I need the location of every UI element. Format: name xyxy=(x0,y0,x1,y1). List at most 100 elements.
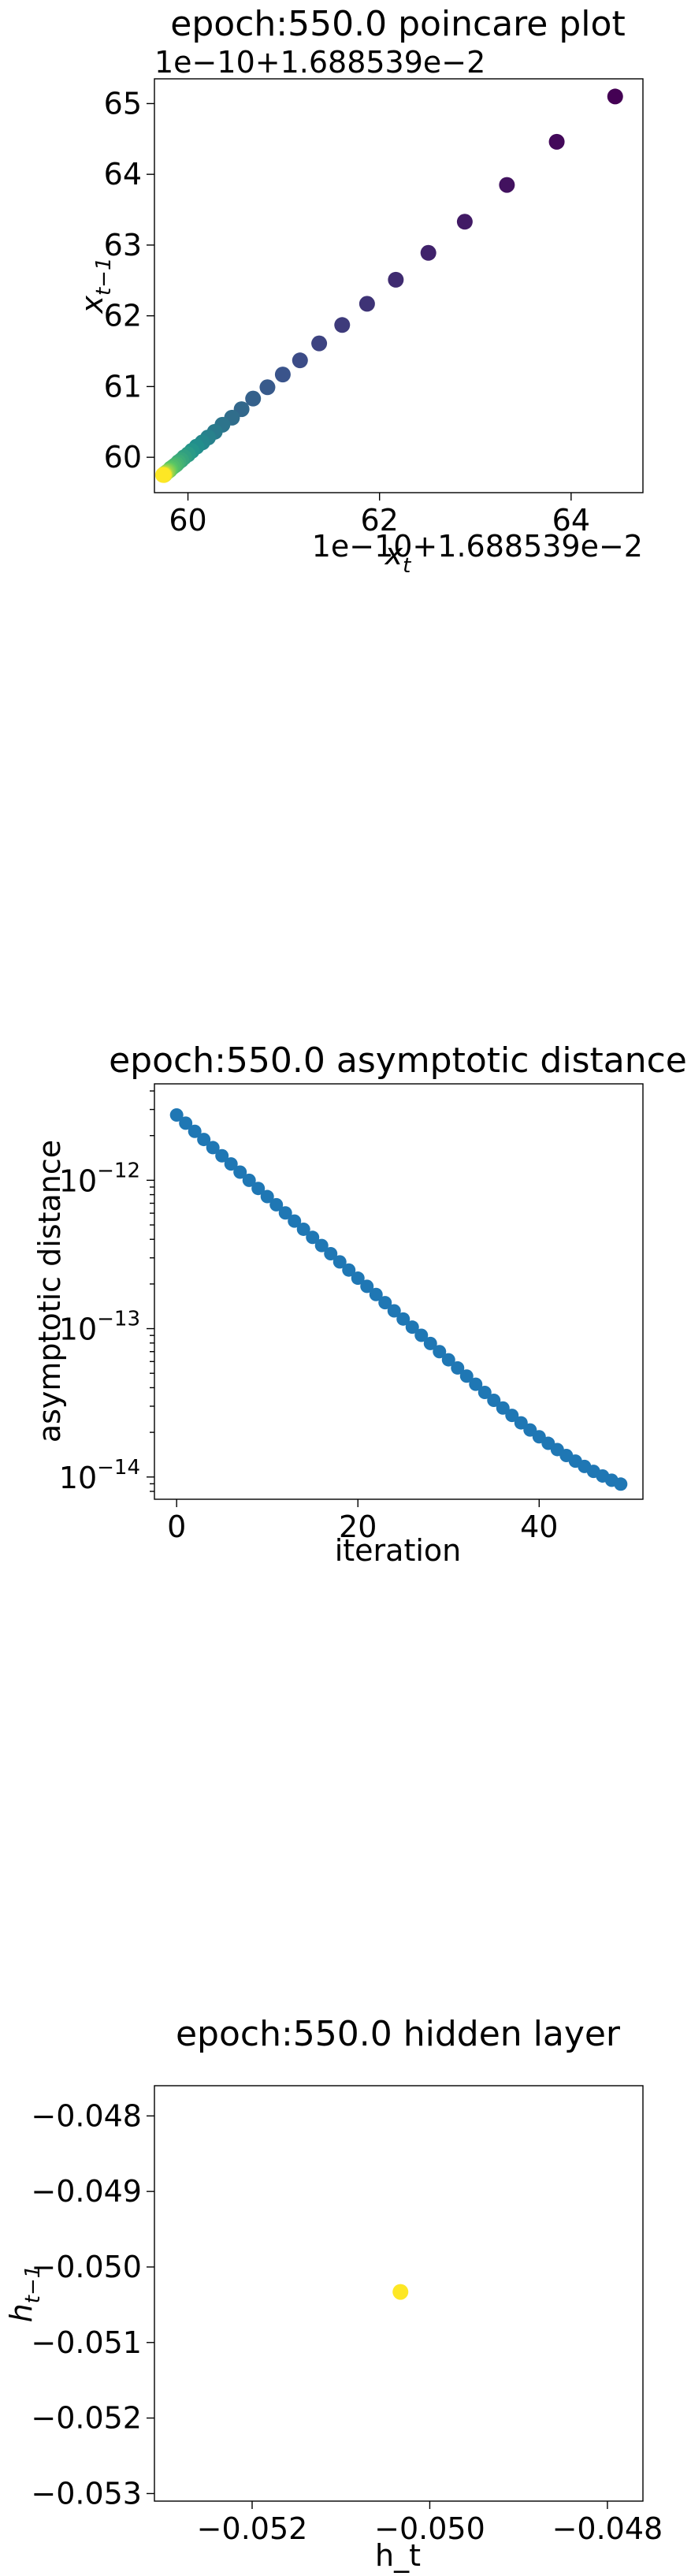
asymptotic-point xyxy=(477,1385,492,1399)
asymptotic-point xyxy=(487,1393,501,1407)
hidden-layer-point xyxy=(392,2284,409,2300)
hidden-layer-title: epoch:550.0 hidden layer xyxy=(176,2014,621,2054)
poincare-x-label: xt xyxy=(385,537,412,578)
asymptotic-point xyxy=(188,1124,202,1138)
hidden-layer-points xyxy=(392,2284,409,2300)
asymptotic-point xyxy=(405,1320,419,1335)
poincare-y-tick-label: 62 xyxy=(104,299,142,333)
poincare-point xyxy=(334,317,351,333)
poincare-point xyxy=(607,88,623,105)
hidden-layer-y-tick-label: −0.049 xyxy=(31,2174,142,2209)
hidden-layer-x-tick-label: −0.048 xyxy=(552,2511,663,2546)
asymptotic-point xyxy=(469,1377,483,1391)
asymptotic-point xyxy=(387,1304,401,1318)
asymptotic-point xyxy=(423,1336,437,1350)
asymptotic-x-ticks: 0 20 40 xyxy=(167,1499,558,1544)
asymptotic-point xyxy=(206,1141,220,1155)
asymptotic-x-tick-label: 20 xyxy=(339,1509,377,1544)
asymptotic-point xyxy=(496,1401,510,1415)
asymptotic-x-tick-label: 0 xyxy=(167,1509,186,1544)
asymptotic-point xyxy=(251,1182,266,1196)
asymptotic-point xyxy=(242,1173,256,1187)
hidden-layer-y-ticks: −0.048 −0.049 −0.050 −0.051 −0.052 −0.053 xyxy=(31,2098,154,2511)
asymptotic-point xyxy=(224,1157,238,1171)
asymptotic-x-label: iteration xyxy=(335,1533,462,1568)
asymptotic-point xyxy=(505,1409,519,1423)
poincare-point xyxy=(420,244,437,261)
asymptotic-point xyxy=(288,1214,302,1228)
poincare-point xyxy=(359,296,375,312)
asymptotic-point xyxy=(169,1108,184,1122)
asymptotic-point xyxy=(278,1206,292,1220)
asymptotic-point xyxy=(360,1279,374,1294)
poincare-point xyxy=(388,271,404,288)
poincare-y-tick-label: 63 xyxy=(104,228,142,262)
asymptotic-minor-ticks xyxy=(150,1090,154,1492)
hidden-layer-x-tick-label: −0.050 xyxy=(374,2511,485,2546)
poincare-y-tick-label: 61 xyxy=(104,369,142,404)
hidden-layer-y-tick-label: −0.051 xyxy=(31,2325,142,2360)
asymptotic-point xyxy=(296,1222,310,1236)
hidden-layer-plot-frame xyxy=(154,2085,644,2502)
asymptotic-point xyxy=(614,1477,628,1491)
poincare-y-tick-label: 64 xyxy=(104,157,142,192)
asymptotic-point xyxy=(314,1238,329,1253)
poincare-point xyxy=(311,335,328,352)
poincare-point xyxy=(548,133,565,150)
asymptotic-point xyxy=(396,1312,411,1326)
asymptotic-y-tick-label: 10−12 xyxy=(59,1159,140,1198)
asymptotic-point xyxy=(378,1296,392,1310)
poincare-plot-frame xyxy=(154,78,644,493)
poincare-title: epoch:550.0 poincare plot xyxy=(170,4,625,44)
poincare-point xyxy=(154,467,171,483)
poincare-y-label: xt−1 xyxy=(75,257,116,314)
poincare-x-tick-label: 60 xyxy=(169,503,206,538)
poincare-x-tick-label: 62 xyxy=(361,503,399,538)
poincare-y-tick-label: 60 xyxy=(104,440,142,475)
poincare-point xyxy=(245,390,262,407)
poincare-x-ticks: 60 62 64 xyxy=(169,493,590,538)
asymptotic-point xyxy=(233,1165,247,1179)
hidden-layer-x-label: h_t xyxy=(375,2538,421,2573)
asymptotic-point xyxy=(351,1271,365,1286)
poincare-y-ticks: 60 61 62 63 64 65 xyxy=(104,86,154,475)
asymptotic-point xyxy=(306,1230,320,1245)
poincare-y-tick-label: 65 xyxy=(104,86,142,121)
asymptotic-point xyxy=(197,1133,211,1147)
hidden-layer-y-label: ht−1 xyxy=(4,2265,45,2323)
asymptotic-y-ticks: 10−12 10−13 10−14 xyxy=(59,1159,154,1495)
asymptotic-point xyxy=(414,1328,429,1342)
hidden-layer-chart: epoch:550.0 hidden layer −0.052 −0.050 −0.… xyxy=(4,2014,663,2573)
asymptotic-point xyxy=(260,1189,274,1204)
asymptotic-point xyxy=(441,1353,455,1367)
poincare-point xyxy=(499,177,515,193)
asymptotic-point xyxy=(324,1247,338,1261)
asymptotic-points xyxy=(169,1108,628,1491)
poincare-chart: epoch:550.0 poincare plot 1e−10+1.688539… xyxy=(75,4,644,578)
asymptotic-point xyxy=(215,1148,229,1163)
hidden-layer-y-tick-label: −0.048 xyxy=(31,2098,142,2133)
asymptotic-y-tick-label: 10−14 xyxy=(59,1456,140,1495)
asymptotic-y-tick-label: 10−13 xyxy=(59,1308,140,1347)
poincare-x-offset: 1e−10+1.688539e−2 xyxy=(312,529,643,564)
poincare-x-tick-label: 64 xyxy=(552,503,590,538)
hidden-layer-x-tick-label: −0.052 xyxy=(197,2511,308,2546)
poincare-point xyxy=(456,214,473,230)
poincare-point xyxy=(259,379,276,396)
asymptotic-point xyxy=(433,1345,447,1359)
asymptotic-point xyxy=(451,1361,465,1375)
asymptotic-distance-chart: epoch:550.0 asymptotic distance 0 20 40 10… xyxy=(32,1040,687,1568)
asymptotic-point xyxy=(342,1263,356,1277)
hidden-layer-y-tick-label: −0.052 xyxy=(31,2401,142,2436)
hidden-layer-y-tick-label: −0.050 xyxy=(31,2250,142,2284)
poincare-point xyxy=(274,367,291,383)
asymptotic-point xyxy=(459,1369,474,1383)
hidden-layer-x-ticks: −0.052 −0.050 −0.048 xyxy=(197,2501,663,2546)
asymptotic-point xyxy=(514,1416,528,1430)
poincare-point xyxy=(292,352,308,369)
poincare-points xyxy=(154,88,623,483)
poincare-y-offset: 1e−10+1.688539e−2 xyxy=(154,45,485,80)
asymptotic-y-label: asymptotic distance xyxy=(32,1140,67,1442)
asymptotic-plot-frame xyxy=(154,1083,644,1500)
